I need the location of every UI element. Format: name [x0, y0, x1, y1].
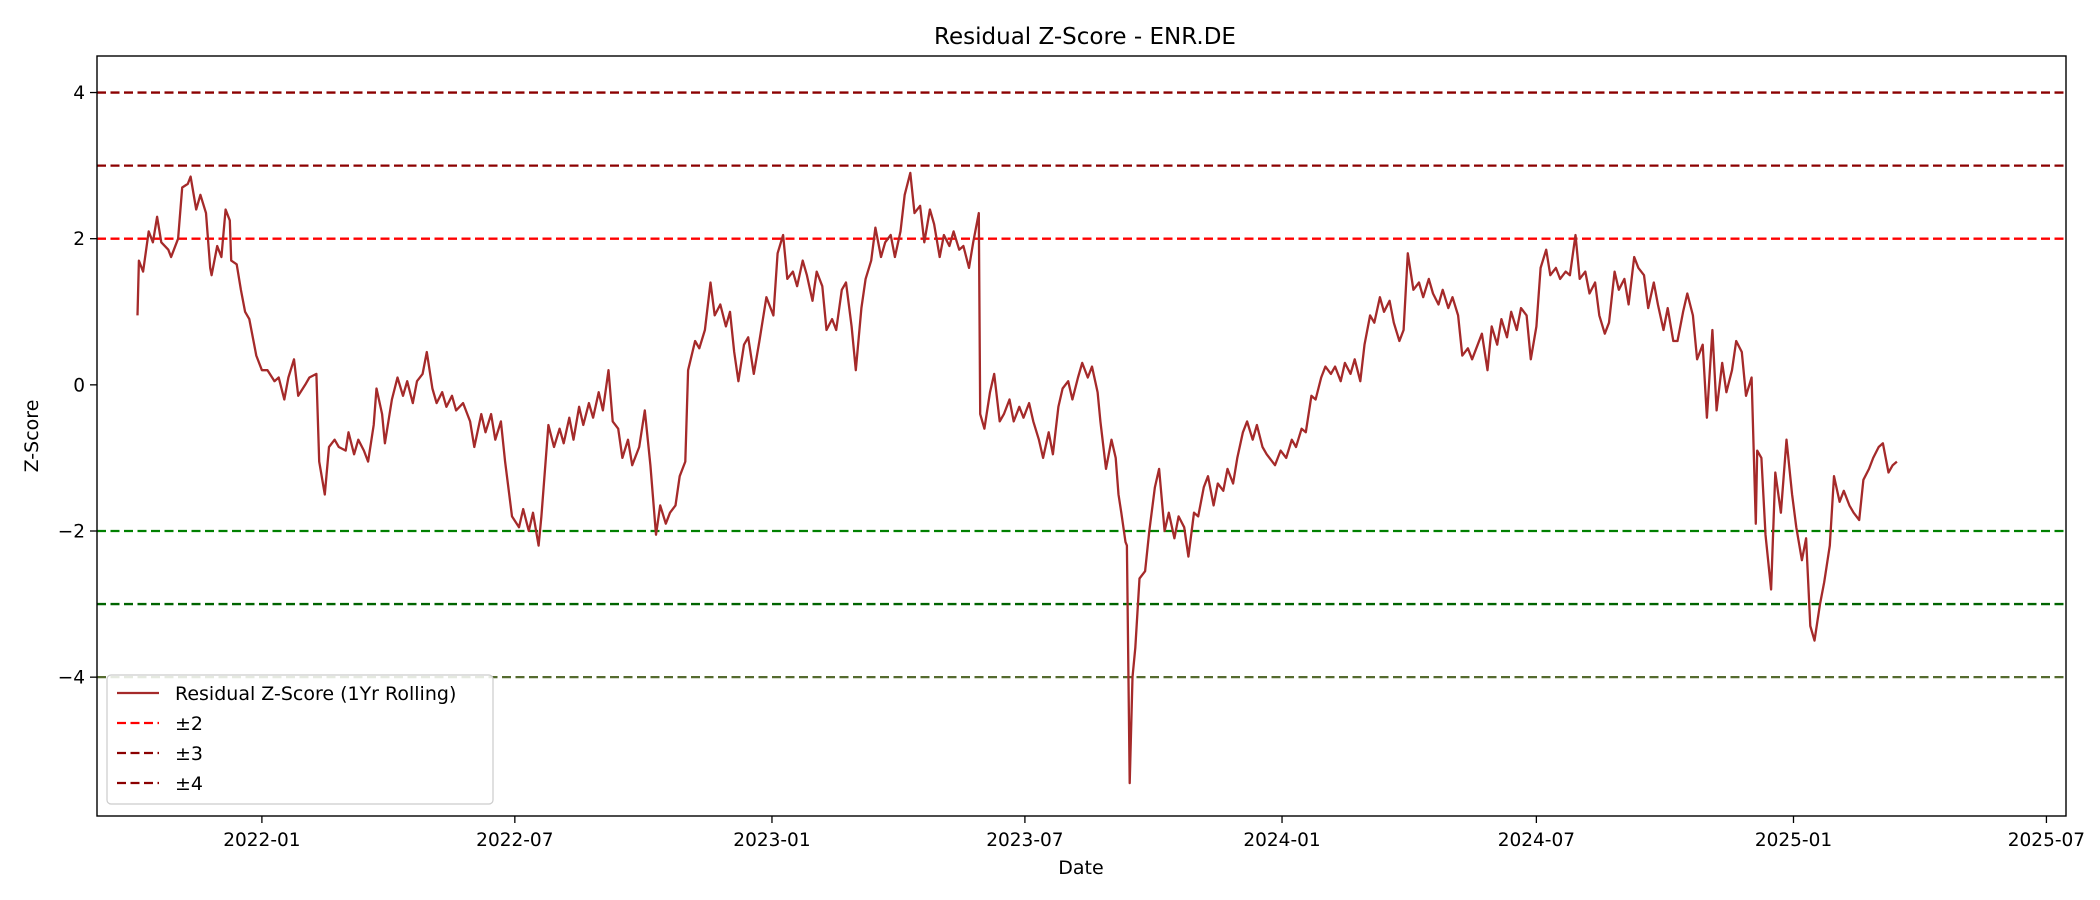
- series-line-residual-z-score: [136, 171, 1898, 785]
- series-layer: [136, 171, 1898, 785]
- legend-label: ±2: [175, 713, 203, 735]
- x-tick-label: 2024-01: [1243, 830, 1320, 851]
- legend-label: ±3: [175, 743, 203, 765]
- legend-label: ±4: [175, 773, 203, 795]
- legend-items: Residual Z-Score (1Yr Rolling) ±2 ±3 ±4: [117, 683, 456, 795]
- legend-label: Residual Z-Score (1Yr Rolling): [175, 683, 456, 705]
- legend: Residual Z-Score (1Yr Rolling) ±2 ±3 ±4: [106, 674, 494, 805]
- y-tick-label: 0: [73, 375, 85, 396]
- plot-frame: [96, 55, 2067, 817]
- x-tick-label: 2025-07: [2008, 830, 2085, 851]
- y-tick-label: −2: [58, 522, 85, 543]
- y-axis: −4 −2 0 2 4: [58, 83, 97, 689]
- x-tick-label: 2025-01: [1755, 830, 1832, 851]
- x-tick-label: 2022-07: [476, 830, 553, 851]
- x-tick-label: 2024-07: [1498, 830, 1575, 851]
- y-axis-label: Z-Score: [21, 400, 43, 473]
- x-tick-label: 2022-01: [223, 830, 300, 851]
- x-axis-label: Date: [1058, 857, 1103, 879]
- y-tick-label: −4: [58, 668, 85, 689]
- x-axis: 2022-01 2022-07 2023-01 2023-07 2024-01 2024-…: [223, 816, 2085, 851]
- y-tick-label: 2: [73, 229, 85, 250]
- x-tick-label: 2023-01: [733, 830, 810, 851]
- y-tick-label: 4: [73, 83, 85, 104]
- legend-box: [106, 674, 494, 805]
- x-tick-label: 2023-07: [986, 830, 1063, 851]
- chart-title: Residual Z-Score - ENR.DE: [934, 24, 1236, 50]
